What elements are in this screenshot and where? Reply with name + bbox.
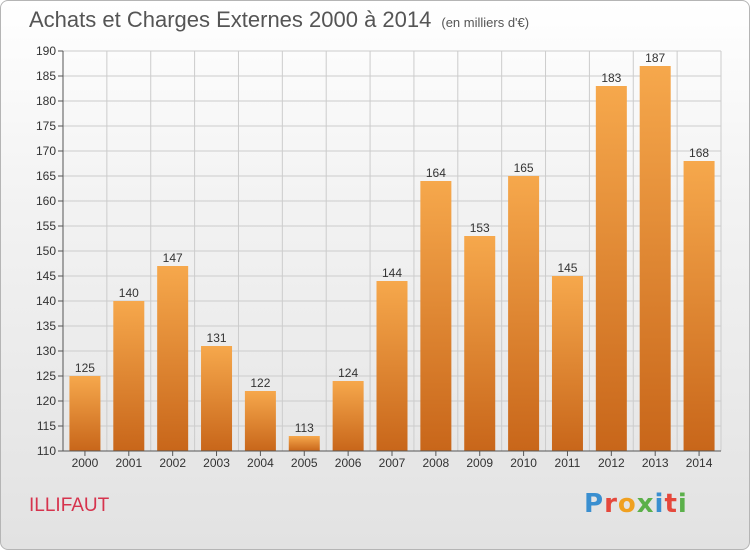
- bar: [639, 66, 671, 451]
- y-tick-label: 135: [36, 319, 56, 333]
- chart-subtitle: (en milliers d'€): [441, 15, 530, 30]
- data-label: 165: [514, 161, 534, 175]
- y-tick-label: 115: [37, 419, 56, 433]
- x-tick-label: 2008: [423, 456, 450, 470]
- data-label: 187: [645, 51, 665, 65]
- logo-letter: r: [604, 489, 618, 519]
- logo-letter: x: [636, 489, 655, 519]
- y-tick-label: 120: [36, 394, 56, 408]
- x-tick-label: 2001: [115, 456, 142, 470]
- logo-letter: i: [654, 489, 665, 519]
- x-tick-label: 2005: [291, 456, 318, 470]
- data-label: 125: [75, 361, 95, 375]
- data-label: 144: [382, 266, 402, 280]
- x-tick-label: 2014: [686, 456, 713, 470]
- y-tick-label: 130: [36, 344, 56, 358]
- y-tick-label: 185: [36, 69, 56, 83]
- y-tick-label: 155: [36, 219, 56, 233]
- bar: [508, 176, 540, 451]
- place-name: ILLIFAUT: [29, 495, 110, 516]
- y-tick-label: 125: [36, 369, 56, 383]
- data-label: 183: [601, 71, 621, 85]
- data-label: 164: [426, 166, 446, 180]
- chart-title: Achats et Charges Externes 2000 à 2014 (e…: [29, 7, 530, 32]
- y-tick-label: 145: [36, 269, 56, 283]
- y-tick-label: 160: [36, 194, 56, 208]
- x-tick-label: 2002: [159, 456, 186, 470]
- y-tick-label: 175: [36, 119, 56, 133]
- bar: [332, 381, 364, 451]
- data-label: 168: [689, 146, 709, 160]
- data-label: 145: [557, 261, 577, 275]
- data-label: 140: [119, 286, 139, 300]
- y-tick-label: 110: [37, 444, 56, 458]
- bar: [683, 161, 715, 451]
- bar: [69, 376, 101, 451]
- bar: [113, 301, 145, 451]
- x-tick-label: 2006: [335, 456, 362, 470]
- data-label: 124: [338, 366, 358, 380]
- y-tick-label: 150: [36, 244, 56, 258]
- x-tick-label: 2003: [203, 456, 230, 470]
- x-tick-label: 2013: [642, 456, 669, 470]
- data-label: 131: [207, 331, 227, 345]
- x-tick-label: 2007: [379, 456, 406, 470]
- bar: [288, 436, 320, 451]
- bar: [244, 391, 276, 451]
- y-tick-label: 180: [36, 94, 56, 108]
- bar: [464, 236, 496, 451]
- logo-letter: i: [677, 489, 688, 519]
- logo-letter: P: [584, 489, 605, 519]
- data-label: 113: [295, 421, 314, 435]
- bar: [595, 86, 627, 451]
- y-tick-label: 170: [36, 144, 56, 158]
- proxiti-logo: Proxiti: [584, 489, 688, 519]
- bar: [201, 346, 233, 451]
- x-tick-label: 2010: [510, 456, 537, 470]
- y-tick-label: 190: [36, 44, 56, 58]
- axes: 110 115 120 125 130 135 140 145 150 155 160 165 170 1…: [36, 44, 721, 470]
- bars: 125 140 147 131 122 113 124 144 164 153 165 145 183 1…: [69, 51, 715, 451]
- data-label: 147: [163, 251, 183, 265]
- bar: [157, 266, 189, 451]
- x-tick-label: 2004: [247, 456, 274, 470]
- y-tick-label: 165: [36, 169, 56, 183]
- bar: [376, 281, 408, 451]
- logo-letter: o: [617, 489, 637, 519]
- x-tick-label: 2000: [72, 456, 99, 470]
- bar: [420, 181, 452, 451]
- x-tick-label: 2012: [598, 456, 625, 470]
- x-tick-label: 2011: [555, 456, 581, 470]
- y-tick-label: 140: [36, 294, 56, 308]
- logo-letter: t: [664, 489, 678, 519]
- data-label: 122: [250, 376, 270, 390]
- data-label: 153: [470, 221, 490, 235]
- x-tick-label: 2009: [466, 456, 493, 470]
- bar: [551, 276, 583, 451]
